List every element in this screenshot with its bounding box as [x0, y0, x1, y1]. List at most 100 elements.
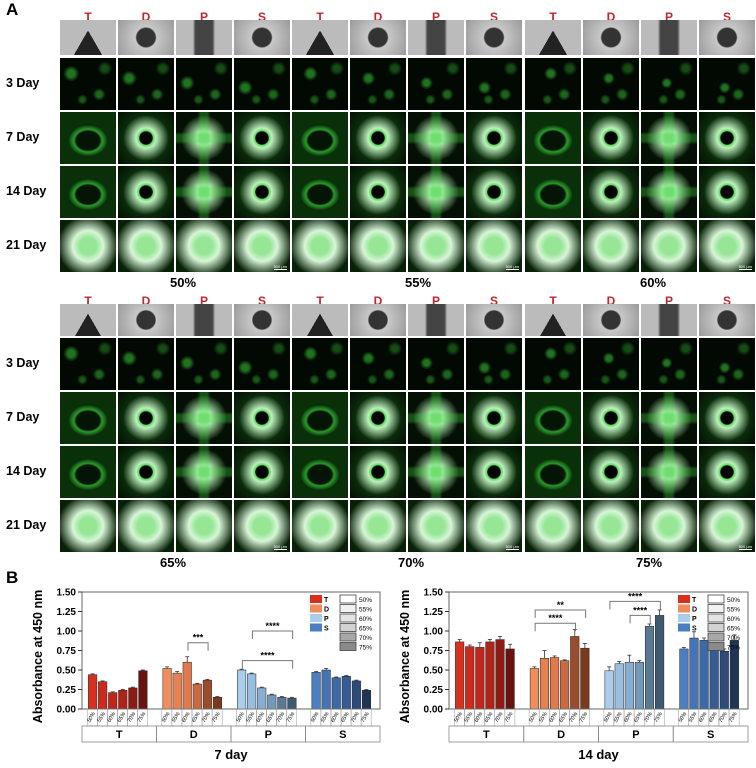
group-label: S — [339, 729, 346, 741]
row-label-day: 3 Day — [6, 356, 40, 370]
legend-label: T — [324, 597, 329, 604]
group-label: P — [632, 729, 639, 741]
group-label: T — [483, 729, 490, 741]
category-label: 60% — [330, 711, 341, 724]
category-label: 50% — [603, 711, 614, 724]
bar — [172, 672, 182, 710]
bar — [108, 692, 118, 710]
category-label: 50% — [235, 711, 246, 724]
bar — [604, 670, 614, 710]
fluorescence-image — [118, 500, 174, 552]
fluorescence-image — [350, 392, 406, 444]
fluorescence-image — [118, 338, 174, 390]
significance-bracket — [609, 600, 661, 610]
category-label: 60% — [181, 711, 192, 724]
sem-image — [292, 304, 348, 336]
significance-label: **** — [633, 605, 648, 615]
legend-level-swatch — [707, 632, 725, 642]
category-label: 60% — [256, 711, 267, 724]
column-label-t: T — [549, 294, 557, 308]
fluorescence-image — [641, 500, 697, 552]
concentration-label: 55% — [405, 275, 432, 290]
scale-bar: 500 μm — [273, 264, 287, 270]
category-label: 55% — [245, 711, 256, 724]
legend-level-label: 60% — [727, 616, 740, 623]
legend-level-swatch — [707, 594, 725, 604]
chart-title: 7 day — [214, 747, 248, 762]
category-label: 70% — [569, 711, 580, 724]
column-label-d: D — [373, 10, 383, 24]
legend-swatch — [310, 614, 322, 622]
category-label: 65% — [484, 711, 495, 724]
group-label: D — [190, 729, 198, 741]
group-cell — [305, 725, 381, 743]
row-label-day: 14 Day — [6, 184, 47, 198]
sem-image — [118, 20, 174, 55]
fluorescence-image: 500 μm — [466, 220, 522, 272]
bar — [570, 636, 580, 710]
legend-level-label: 55% — [359, 607, 372, 614]
legend-level-swatch — [339, 613, 357, 623]
fluorescence-image — [641, 220, 697, 272]
legend-label: S — [324, 626, 329, 633]
legend-level-label: 65% — [359, 626, 372, 633]
fluorescence-image: 500 μm — [699, 220, 755, 272]
fluorescence-image — [350, 220, 406, 272]
significance-label: *** — [193, 633, 204, 643]
fluorescence-image — [525, 446, 581, 498]
legend-label: D — [692, 607, 697, 614]
sem-image — [234, 20, 290, 55]
group-label: P — [265, 729, 272, 741]
category-label: 75% — [579, 711, 590, 724]
category-label: 75% — [211, 711, 222, 724]
category-label: 70% — [201, 711, 212, 724]
bar — [118, 690, 128, 710]
fluorescence-image — [350, 338, 406, 390]
fluorescence-image — [525, 220, 581, 272]
fluorescence-image — [234, 166, 290, 218]
fluorescence-image — [408, 112, 464, 164]
panel-b-label: B — [6, 568, 19, 587]
significance-label: **** — [260, 651, 275, 661]
fluorescence-image — [176, 112, 232, 164]
fluorescence-image — [525, 58, 581, 110]
legend-swatch — [678, 604, 690, 613]
fluorescence-image — [408, 392, 464, 444]
category-label: 55% — [613, 711, 624, 724]
fluorescence-image — [699, 58, 755, 110]
concentration-label: 75% — [636, 555, 663, 570]
legend-level-label: 50% — [727, 597, 740, 604]
legend-label: T — [692, 597, 697, 604]
fluorescence-image — [583, 338, 639, 390]
bar — [331, 677, 341, 710]
fluorescence-image — [466, 338, 522, 390]
column-label-p: P — [431, 10, 440, 24]
category-label: 50% — [678, 711, 689, 724]
fluorescence-image — [292, 392, 348, 444]
sem-image — [699, 20, 755, 55]
bar — [267, 694, 277, 710]
category-label: 60% — [548, 711, 559, 724]
legend-swatch — [678, 623, 690, 632]
column-label-s: S — [257, 10, 266, 24]
fluorescence-image — [466, 112, 522, 164]
bar — [580, 647, 590, 710]
fluorescence-image — [292, 338, 348, 390]
sem-image — [60, 20, 116, 55]
legend-label: P — [324, 616, 329, 623]
bar — [475, 647, 485, 710]
y-tick-label: 0.00 — [424, 705, 444, 716]
bar — [465, 646, 475, 710]
category-label: 75% — [653, 711, 664, 724]
fluorescence-image — [118, 220, 174, 272]
fluorescence-image — [641, 446, 697, 498]
column-label-d: D — [141, 294, 151, 308]
column-label-s: S — [722, 294, 731, 308]
y-tick-label: 1.00 — [57, 627, 77, 638]
category-label: 55% — [688, 711, 699, 724]
group-label: T — [116, 729, 123, 741]
legend-swatch — [310, 604, 322, 613]
legend-level-label: 75% — [359, 645, 372, 652]
y-tick-label: 1.00 — [424, 627, 444, 638]
legend-level-label: 55% — [727, 607, 740, 614]
